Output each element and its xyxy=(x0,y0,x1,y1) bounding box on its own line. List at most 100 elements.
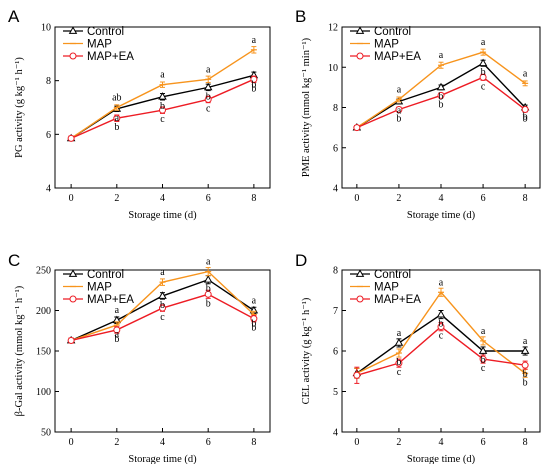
panel-b: B Storage time (d) PME activity (mmol kg… xyxy=(295,7,541,221)
panel-d-letter: D xyxy=(295,251,307,270)
panel-a-ylabel: PG activity (g kg⁻¹ h⁻¹) xyxy=(14,57,25,158)
panel-b-ylabel: PME activity (mmol kg⁻¹ min⁻¹) xyxy=(301,37,312,177)
panel-c-sig-letter-map: a xyxy=(160,267,165,278)
panel-c-sig-letter-control: b xyxy=(206,284,211,295)
panel-b-point-control xyxy=(436,82,446,91)
panel-d-point-map-ea xyxy=(479,355,487,363)
panel-c-point-map-ea xyxy=(250,315,258,323)
panel-d-point-map-ea xyxy=(437,323,445,331)
panel-b-ytick-label: 4 xyxy=(333,184,338,195)
panel-b-point-map-ea xyxy=(479,73,487,81)
panel-a-xtick-label: 6 xyxy=(206,193,211,204)
panel-c-ytick-label: 150 xyxy=(36,347,51,358)
panel-d-sig-letter-map: b xyxy=(523,377,528,388)
panel-c-sig-letter-control: b xyxy=(160,300,165,311)
panel-b-ytick-label: 10 xyxy=(328,63,338,74)
panel-d-sig-letter-map-ea: b xyxy=(523,369,528,380)
panel-a-xtick-label: 4 xyxy=(160,193,165,204)
panel-c-ytick-label: 50 xyxy=(41,428,51,439)
panel-a-point-map-ea xyxy=(159,106,166,114)
panel-c-xtick-label: 4 xyxy=(160,437,165,448)
panel-b-xlabel: Storage time (d) xyxy=(407,210,476,221)
panel-d-xtick-label: 2 xyxy=(396,437,401,448)
panel-c-ylabel: β-Gal activity (mmol kg⁻¹ h⁻¹) xyxy=(14,285,25,416)
panel-c-sig-letter-map-ea: c xyxy=(160,312,165,323)
panel-a-point-map-ea xyxy=(204,95,212,103)
panel-b-xtick-label: 0 xyxy=(354,193,359,204)
panel-c-sig-letter-control: a xyxy=(115,305,120,316)
panel-d-point-control xyxy=(436,309,446,318)
panel-c-sig-letter-map-ea: b xyxy=(206,298,211,309)
panel-b-xtick-label: 8 xyxy=(523,193,528,204)
panel-b-point-map-ea xyxy=(353,124,361,132)
panel-c-sig-letter-control: a xyxy=(252,296,257,307)
panel-c: C Storage time (d) β-Gal activity (mmol … xyxy=(8,251,271,464)
panel-c-point-control xyxy=(203,275,213,283)
panel-a-legend-control: Control xyxy=(87,26,124,38)
panel-a-sig-letter-map: a xyxy=(206,64,211,75)
panel-d-sig-letter-map-ea: c xyxy=(397,367,402,378)
panel-b-sig-letter-control: b xyxy=(439,91,444,102)
panel-a-point-map-ea xyxy=(113,114,121,122)
panel-c-legend-control: Control xyxy=(87,269,124,281)
panel-c-xtick-label: 8 xyxy=(251,437,256,448)
panel-c-sig-letter-map: b xyxy=(251,319,256,330)
panel-b-sig-letter-map: a xyxy=(481,37,486,48)
panel-a-legend-marker-control xyxy=(68,26,78,34)
panel-a-point-map-ea xyxy=(250,75,258,83)
panel-d-sig-letter-control: b xyxy=(481,355,486,366)
panel-d-xlabel: Storage time (d) xyxy=(407,454,476,464)
panel-b-ytick-label: 6 xyxy=(333,143,338,154)
panel-b-xtick-label: 4 xyxy=(439,193,444,204)
panel-b-sig-letter-control: b xyxy=(523,112,528,123)
panel-d-point-control xyxy=(394,338,404,346)
panel-c-point-map-ea xyxy=(67,336,75,344)
panel-d-ytick-label: 7 xyxy=(333,306,338,317)
panel-b-point-map-ea xyxy=(521,106,529,114)
panel-c-sig-letter-map: a xyxy=(115,329,120,340)
panel-d-sig-letter-control: a xyxy=(397,328,402,339)
panel-d-sig-letter-map: a xyxy=(439,277,444,288)
panel-d-legend-map: MAP xyxy=(374,282,399,294)
panel-a: A Storage time (d) PG activity (g kg⁻¹ h… xyxy=(8,7,271,221)
panel-d-sig-letter-map: a xyxy=(481,326,486,337)
panel-a-sig-letter-control: a xyxy=(115,113,120,124)
panel-a-sig-letter-control: b xyxy=(160,101,165,112)
panel-b-point-map-ea xyxy=(437,91,445,99)
panel-b-xtick-label: 2 xyxy=(396,193,401,204)
panel-c-legend-marker-map-ea xyxy=(69,295,77,303)
panel-d-sig-letter-map-ea: c xyxy=(481,363,486,374)
panel-d-legend-marker-map-ea xyxy=(356,295,364,303)
panel-c-legend-map: MAP xyxy=(87,282,112,294)
panel-b-sig-letter-map-ea: b xyxy=(439,99,444,110)
panel-d: D Storage time (d) CEL activity (g kg⁻¹ … xyxy=(295,251,541,464)
panel-c-xlabel: Storage time (d) xyxy=(128,454,197,464)
panel-a-sig-letter-map: a xyxy=(160,70,165,81)
panel-c-sig-letter-map-ea: b xyxy=(114,334,119,345)
panel-c-xtick-label: 6 xyxy=(206,437,211,448)
panel-b-sig-letter-map: a xyxy=(439,50,444,61)
panel-c-sig-letter-map: a xyxy=(206,257,211,268)
panel-b-ytick-label: 8 xyxy=(333,103,338,114)
panel-a-point-map-ea xyxy=(67,134,75,142)
panel-a-xlabel: Storage time (d) xyxy=(128,210,197,221)
panel-c-legend-map-ea: MAP+EA xyxy=(87,294,134,306)
panel-a-letter: A xyxy=(8,7,20,26)
panel-b-legend-map: MAP xyxy=(374,39,399,51)
panel-d-legend-map-ea: MAP+EA xyxy=(374,294,421,306)
panel-c-point-map-ea xyxy=(113,326,121,334)
panel-d-xtick-label: 8 xyxy=(523,437,528,448)
panel-b-sig-letter-control: b xyxy=(481,67,486,78)
panel-a-sig-letter-map: ab xyxy=(112,93,121,104)
panel-b-legend-map-ea: MAP+EA xyxy=(374,51,421,63)
panel-a-legend-marker-map-ea xyxy=(69,52,77,60)
panel-a-xtick-label: 2 xyxy=(114,193,119,204)
panel-d-legend-marker-control xyxy=(355,269,365,277)
panel-a-sig-letter-map-ea: b xyxy=(114,122,119,133)
panel-a-point-control xyxy=(158,92,167,100)
panel-a-legend-map-ea: MAP+EA xyxy=(87,51,134,63)
panel-d-sig-letter-control: a xyxy=(523,336,528,347)
panel-a-sig-letter-control: b xyxy=(251,79,256,90)
panel-d-xtick-label: 4 xyxy=(439,437,444,448)
